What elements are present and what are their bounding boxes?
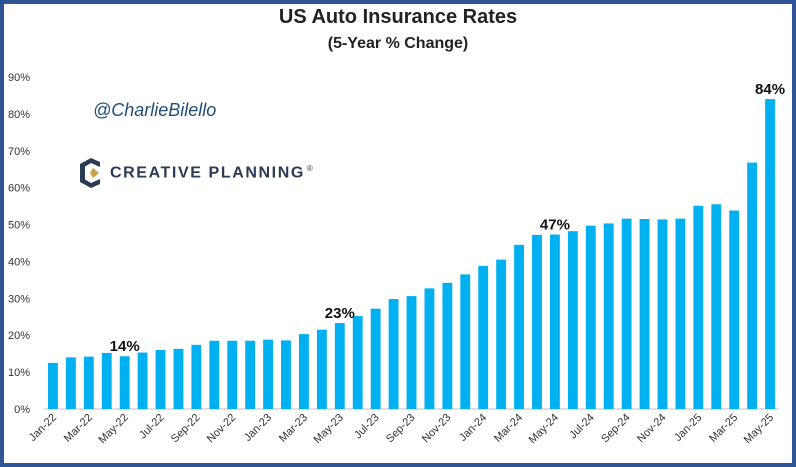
x-tick-label: Sep-22 (169, 412, 203, 446)
trademark-symbol: ® (306, 163, 315, 173)
chart-subtitle: (5-Year % Change) (327, 35, 469, 52)
bar (137, 352, 148, 409)
y-tick-label: 0% (14, 404, 30, 416)
y-tick-label: 10% (8, 367, 30, 379)
x-tick-label: Jul-24 (567, 412, 597, 442)
creative-planning-logo-icon (80, 158, 100, 188)
bar (299, 334, 309, 409)
bar (316, 329, 327, 409)
x-tick-label: May-25 (742, 412, 776, 446)
bar (101, 352, 112, 409)
bar (621, 218, 632, 409)
x-tick-label: Sep-24 (599, 412, 633, 446)
bar (747, 162, 758, 409)
x-tick-label: Sep-23 (384, 412, 418, 446)
bar (406, 296, 417, 409)
bar (48, 362, 58, 409)
bar (729, 210, 740, 409)
bar (460, 274, 471, 409)
bar (155, 349, 166, 409)
y-tick-label: 90% (8, 72, 30, 84)
bar (424, 288, 435, 409)
bar (442, 282, 453, 409)
x-tick-label: Jul-22 (137, 412, 167, 442)
data-label: 84% (755, 81, 785, 98)
x-tick-label: Mar-25 (707, 412, 740, 445)
data-label: 14% (110, 338, 140, 355)
x-tick-label: May-23 (311, 412, 345, 446)
x-tick-label: Nov-24 (635, 412, 669, 446)
bar (693, 205, 704, 409)
brand-name: CREATIVE PLANNING ® (110, 163, 315, 182)
x-tick-label: Mar-24 (492, 412, 525, 445)
bar (352, 316, 363, 409)
bar (549, 234, 560, 409)
data-label: 47% (540, 217, 570, 234)
bar (765, 99, 775, 409)
bar (227, 340, 238, 409)
bar (370, 308, 381, 409)
x-tick-label: Jan-24 (457, 412, 489, 444)
bar (657, 219, 668, 409)
bar (191, 344, 202, 409)
bar (514, 244, 524, 409)
y-tick-label: 80% (8, 109, 30, 121)
bar (532, 234, 542, 409)
bar (496, 259, 507, 409)
author-handle: @CharlieBilello (93, 100, 217, 120)
bar (675, 218, 686, 409)
brand-logo: CREATIVE PLANNING ® (80, 158, 314, 188)
bar (603, 223, 614, 409)
bar (209, 340, 220, 409)
x-tick-label: Mar-23 (277, 412, 310, 445)
x-tick-label: May-24 (527, 412, 561, 446)
bar (83, 356, 94, 409)
bar (478, 265, 489, 409)
y-tick-label: 30% (8, 293, 30, 305)
bar (388, 299, 399, 409)
x-tick-label: Nov-22 (205, 412, 239, 446)
chart-title: US Auto Insurance Rates (278, 6, 518, 28)
bar (711, 204, 722, 409)
bar (119, 356, 130, 409)
x-tick-label: Mar-22 (62, 412, 95, 445)
bar (281, 340, 291, 409)
bar (567, 231, 578, 409)
x-tick-label: May-22 (96, 412, 130, 446)
bar (65, 357, 76, 409)
bar (173, 348, 184, 409)
bar (585, 225, 596, 409)
x-tick-label: Jan-22 (27, 412, 59, 444)
bar (334, 323, 345, 409)
bar (639, 219, 650, 409)
x-tick-label: Jul-23 (352, 412, 382, 442)
bar (245, 340, 256, 409)
y-tick-label: 50% (8, 220, 30, 232)
x-tick-label: Jan-23 (242, 412, 274, 444)
y-tick-label: 40% (8, 256, 30, 268)
x-tick-label: Jan-25 (672, 412, 704, 444)
y-tick-label: 70% (8, 146, 30, 158)
bar (263, 339, 274, 409)
y-tick-label: 60% (8, 183, 30, 195)
data-label: 23% (325, 305, 355, 322)
y-tick-label: 20% (8, 330, 30, 342)
x-tick-label: Nov-23 (420, 412, 454, 446)
